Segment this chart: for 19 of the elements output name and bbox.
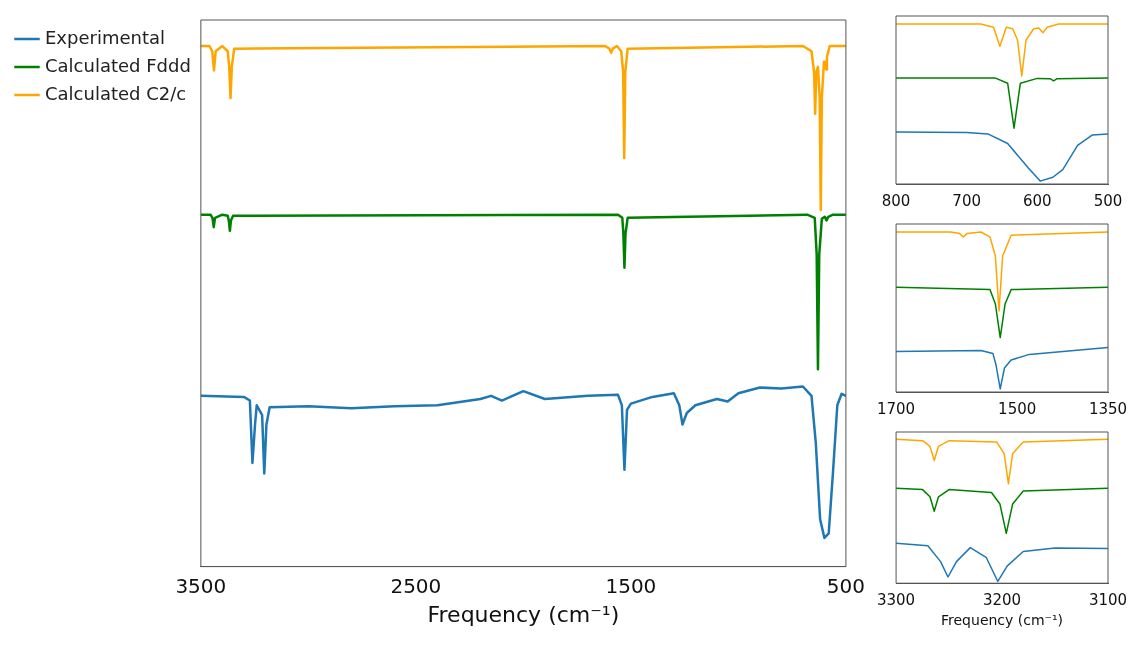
x-tick-label: 500 xyxy=(826,573,866,598)
x-tick-label: 1500 xyxy=(998,399,1037,418)
legend-label: Calculated C2/c xyxy=(45,82,187,104)
x-axis-title: Frequency (cm⁻¹) xyxy=(941,612,1064,629)
x-tick-label: 3200 xyxy=(982,591,1022,610)
x-tick-label: 800 xyxy=(881,191,911,210)
x-tick-label: 1500 xyxy=(605,573,657,598)
x-tick-label: 2500 xyxy=(390,573,442,598)
x-tick-label: 500 xyxy=(1093,191,1123,210)
x-tick-label: 1350 xyxy=(1088,399,1128,418)
x-tick-label: 700 xyxy=(952,191,981,210)
legend-label: Calculated Fddd xyxy=(45,54,191,76)
x-tick-label: 3300 xyxy=(876,591,916,610)
x-tick-label: 3100 xyxy=(1088,591,1128,610)
x-tick-label: 3500 xyxy=(175,573,227,598)
x-tick-label: 600 xyxy=(1023,191,1052,210)
x-tick-label: 1700 xyxy=(876,399,916,418)
legend-label: Experimental xyxy=(45,26,166,48)
x-axis-title: Frequency (cm⁻¹) xyxy=(427,601,620,627)
